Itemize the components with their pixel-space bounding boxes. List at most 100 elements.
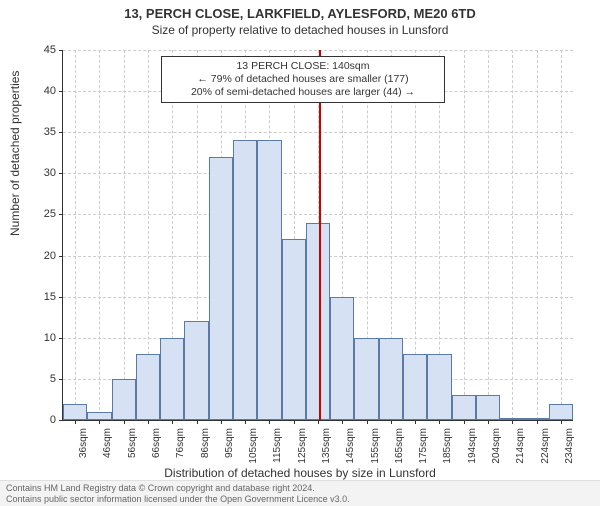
plot-wrap: 13 PERCH CLOSE: 140sqm ← 79% of detached…	[62, 50, 572, 420]
ytick-label: 40	[28, 85, 56, 97]
histogram-bar	[257, 140, 281, 420]
histogram-bar	[136, 354, 160, 420]
footer-line2: Contains public sector information licen…	[6, 494, 594, 504]
xtick-label: 76sqm	[175, 428, 186, 468]
ytick-label: 30	[28, 167, 56, 179]
histogram-bar	[427, 354, 451, 420]
chart-title-line1: 13, PERCH CLOSE, LARKFIELD, AYLESFORD, M…	[0, 6, 600, 21]
xtick-label: 175sqm	[418, 428, 429, 468]
gridline-v	[561, 50, 562, 420]
histogram-bar	[306, 223, 330, 420]
xtick-label: 105sqm	[248, 428, 259, 468]
x-axis-label: Distribution of detached houses by size …	[0, 466, 600, 480]
ytick-label: 35	[28, 126, 56, 138]
ytick-mark	[59, 91, 63, 92]
histogram-bar	[160, 338, 184, 420]
footer-line1: Contains HM Land Registry data © Crown c…	[6, 483, 594, 493]
xtick-mark	[197, 420, 198, 424]
xtick-label: 56sqm	[127, 428, 138, 468]
ytick-label: 20	[28, 250, 56, 262]
ytick-mark	[59, 256, 63, 257]
xtick-mark	[561, 420, 562, 424]
ytick-label: 45	[28, 44, 56, 56]
xtick-mark	[439, 420, 440, 424]
histogram-bar	[282, 239, 306, 420]
ytick-label: 25	[28, 208, 56, 220]
xtick-label: 165sqm	[394, 428, 405, 468]
xtick-mark	[221, 420, 222, 424]
xtick-mark	[318, 420, 319, 424]
histogram-bar	[87, 412, 111, 420]
footer: Contains HM Land Registry data © Crown c…	[0, 480, 600, 506]
gridline-v	[99, 50, 100, 420]
xtick-mark	[269, 420, 270, 424]
ytick-mark	[59, 132, 63, 133]
xtick-label: 194sqm	[467, 428, 478, 468]
xtick-label: 115sqm	[272, 428, 283, 468]
xtick-mark	[294, 420, 295, 424]
histogram-bar	[452, 395, 476, 420]
gridline-v	[124, 50, 125, 420]
annotation-line2: ← 79% of detached houses are smaller (17…	[168, 73, 438, 86]
gridline-v	[512, 50, 513, 420]
annotation-box: 13 PERCH CLOSE: 140sqm ← 79% of detached…	[161, 56, 445, 103]
ytick-label: 5	[28, 373, 56, 385]
xtick-mark	[99, 420, 100, 424]
ytick-mark	[59, 297, 63, 298]
histogram-bar	[354, 338, 378, 420]
xtick-label: 145sqm	[345, 428, 356, 468]
chart-title-line2: Size of property relative to detached ho…	[0, 23, 600, 37]
xtick-mark	[124, 420, 125, 424]
histogram-bar	[184, 321, 208, 420]
ytick-mark	[59, 338, 63, 339]
ytick-label: 0	[28, 414, 56, 426]
gridline-v	[488, 50, 489, 420]
annotation-line3: 20% of semi-detached houses are larger (…	[168, 86, 438, 99]
xtick-mark	[537, 420, 538, 424]
gridline-v	[537, 50, 538, 420]
gridline-v	[464, 50, 465, 420]
xtick-mark	[172, 420, 173, 424]
ytick-mark	[59, 379, 63, 380]
xtick-mark	[245, 420, 246, 424]
marker-line	[319, 50, 321, 420]
annotation-line1: 13 PERCH CLOSE: 140sqm	[168, 60, 438, 73]
xtick-label: 155sqm	[370, 428, 381, 468]
histogram-bar	[476, 395, 500, 420]
histogram-bar	[403, 354, 427, 420]
ytick-mark	[59, 214, 63, 215]
histogram-bar	[549, 404, 573, 420]
xtick-label: 234sqm	[564, 428, 575, 468]
xtick-label: 224sqm	[540, 428, 551, 468]
histogram-bar	[112, 379, 136, 420]
xtick-label: 185sqm	[442, 428, 453, 468]
xtick-mark	[512, 420, 513, 424]
xtick-label: 95sqm	[224, 428, 235, 468]
histogram-bar	[233, 140, 257, 420]
xtick-label: 46sqm	[102, 428, 113, 468]
histogram-bar	[63, 404, 87, 420]
xtick-mark	[342, 420, 343, 424]
ytick-label: 15	[28, 291, 56, 303]
y-axis-label: Number of detached properties	[8, 71, 22, 236]
xtick-label: 125sqm	[297, 428, 308, 468]
xtick-mark	[464, 420, 465, 424]
xtick-label: 204sqm	[491, 428, 502, 468]
xtick-label: 36sqm	[78, 428, 89, 468]
histogram-bar	[379, 338, 403, 420]
xtick-mark	[488, 420, 489, 424]
xtick-mark	[415, 420, 416, 424]
xtick-label: 135sqm	[321, 428, 332, 468]
xtick-mark	[75, 420, 76, 424]
gridline-v	[75, 50, 76, 420]
histogram-bar	[209, 157, 233, 420]
xtick-label: 86sqm	[200, 428, 211, 468]
ytick-mark	[59, 50, 63, 51]
ytick-mark	[59, 173, 63, 174]
xtick-mark	[367, 420, 368, 424]
xtick-label: 214sqm	[515, 428, 526, 468]
ytick-label: 10	[28, 332, 56, 344]
plot-area: 13 PERCH CLOSE: 140sqm ← 79% of detached…	[62, 50, 573, 421]
xtick-mark	[148, 420, 149, 424]
ytick-mark	[59, 420, 63, 421]
